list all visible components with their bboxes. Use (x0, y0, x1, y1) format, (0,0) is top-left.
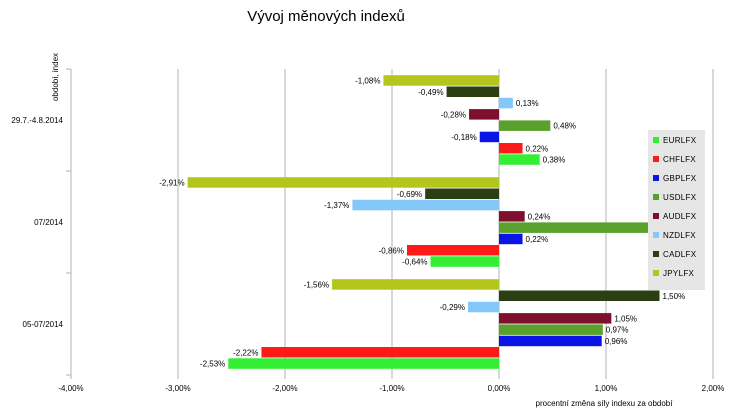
bar-eurlfx (430, 256, 499, 267)
category-label: 07/2014 (34, 218, 63, 227)
bar-usdlfx (499, 222, 653, 233)
legend-item: JPYLFX (663, 269, 695, 278)
legend-swatch (653, 156, 659, 162)
bar-gbplfx (499, 335, 602, 347)
x-tick-label: 0,00% (488, 384, 511, 393)
data-label: 0,22% (526, 144, 549, 153)
bar-chflfx (499, 143, 523, 154)
x-axis-title: procentní změna síly indexu za období (536, 399, 674, 408)
x-tick-label: -4,00% (58, 384, 83, 393)
data-label: 0,24% (528, 212, 551, 221)
data-label: -0,49% (418, 88, 443, 97)
axes (66, 68, 714, 379)
legend-swatch (653, 270, 659, 276)
bar-jpylfx (383, 75, 499, 86)
bar-audlfx (469, 109, 499, 120)
bar-audlfx (499, 313, 612, 324)
bar-jpylfx (332, 279, 499, 290)
data-label: -0,86% (379, 246, 404, 255)
data-label: -1,08% (355, 76, 380, 85)
data-label: -0,28% (441, 110, 466, 119)
bar-chflfx (261, 347, 499, 358)
bar-audlfx (499, 211, 525, 222)
x-tick-label: -2,00% (272, 384, 297, 393)
legend-swatch (653, 232, 659, 238)
data-label: 0,38% (543, 156, 566, 165)
category-labels: 29.7.-4.8.2014 07/2014 05-07/2014 (11, 116, 63, 329)
data-label: 0,96% (605, 337, 628, 346)
data-label: -0,18% (451, 133, 476, 142)
x-tick-labels: -4,00% -3,00% -2,00% -1,00% 0,00% 1,00% 2,00% (58, 384, 724, 393)
bar-jpylfx (187, 177, 499, 188)
x-tick-label: 2,00% (702, 384, 725, 393)
legend-item: AUDLFX (663, 212, 697, 221)
x-tick-label: -3,00% (165, 384, 190, 393)
bar-usdlfx (499, 324, 603, 335)
data-label: -2,91% (159, 178, 184, 187)
bar-gbplfx (499, 233, 523, 245)
legend-item: CADLFX (663, 250, 697, 259)
data-label: 0,13% (516, 99, 539, 108)
bar-gbplfx (479, 131, 499, 143)
category-label: 05-07/2014 (23, 320, 64, 329)
x-tick-label: 1,00% (595, 384, 618, 393)
bar-nzdlfx (352, 199, 499, 211)
legend-swatch (653, 251, 659, 257)
bar-labels: -1,08% -0,49% 0,13% -0,28% 0,48% -0,18% 0,22% 0… (159, 76, 685, 368)
data-label: 0,97% (606, 326, 629, 335)
bar-cadlfx (499, 290, 660, 301)
data-label: -0,69% (397, 190, 422, 199)
legend-swatch (653, 175, 659, 181)
bar-eurlfx (228, 358, 500, 369)
chart-title: Vývoj měnových indexů (247, 8, 405, 25)
bar-eurlfx (499, 154, 540, 165)
bar-nzdlfx (499, 97, 513, 109)
data-label: -1,56% (304, 280, 329, 289)
legend-item: EURLFX (663, 136, 697, 145)
legend: EURLFX CHFLFX GBPLFX USDLFX AUDLFX NZDLFX CADL… (648, 130, 705, 290)
bar-nzdlfx (467, 301, 499, 313)
data-label: -0,29% (440, 303, 465, 312)
bar-usdlfx (499, 120, 551, 131)
legend-item: USDLFX (663, 193, 697, 202)
data-label: 1,05% (614, 314, 637, 323)
legend-swatch (653, 213, 659, 219)
category-label: 29.7.-4.8.2014 (11, 116, 63, 125)
data-label: -2,22% (233, 348, 258, 357)
legend-item: CHFLFX (663, 155, 696, 164)
y-axis-title: období, index (51, 53, 60, 101)
bar-cadlfx (425, 188, 499, 199)
bar-chflfx (406, 245, 499, 256)
bar-cadlfx (446, 86, 499, 97)
data-label: 1,50% (663, 292, 686, 301)
data-label: -1,37% (324, 201, 349, 210)
data-label: -0,64% (402, 258, 427, 267)
bars (187, 75, 660, 369)
data-label: -2,53% (200, 360, 225, 369)
legend-swatch (653, 137, 659, 143)
legend-item: NZDLFX (663, 231, 696, 240)
legend-item: GBPLFX (663, 174, 697, 183)
x-tick-label: -1,00% (379, 384, 404, 393)
grid (70, 69, 714, 375)
data-label: 0,22% (526, 235, 549, 244)
data-label: 0,48% (553, 122, 576, 131)
legend-swatch (653, 194, 659, 200)
legend-box (648, 130, 705, 290)
